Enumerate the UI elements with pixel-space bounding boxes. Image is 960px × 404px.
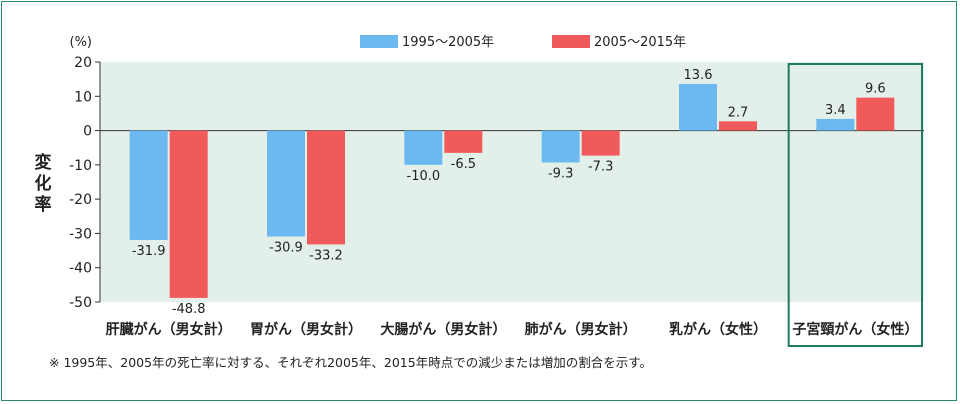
- data-label: -7.3: [588, 160, 613, 175]
- plot-area: [100, 62, 924, 302]
- y-tick-label: 20: [74, 55, 92, 71]
- footnote: ※ 1995年、2005年の死亡率に対する、それぞれ2005年、2015年時点で…: [49, 355, 652, 370]
- bar: [444, 130, 483, 153]
- category-label: 肝臓がん（男女計）: [106, 321, 232, 338]
- data-label: -31.9: [132, 244, 166, 259]
- data-label: -10.0: [407, 169, 441, 184]
- bar: [679, 83, 717, 131]
- data-label: 2.7: [728, 105, 749, 120]
- data-label: -48.8: [172, 302, 206, 317]
- legend-swatch: [360, 35, 398, 48]
- category-label: 乳がん（女性）: [669, 321, 767, 338]
- data-label: -33.2: [309, 248, 343, 263]
- category-label: 胃がん（男女計）: [250, 321, 362, 338]
- data-label: -6.5: [451, 157, 476, 172]
- highlight-box: [787, 63, 924, 347]
- bar: [267, 130, 305, 237]
- legend-swatch: [552, 35, 590, 48]
- y-tick-label: -30: [69, 226, 92, 242]
- legend-label: 2005～2015年: [594, 35, 686, 50]
- y-tick-label: -10: [69, 158, 92, 174]
- legend-label: 1995～2005年: [402, 35, 494, 50]
- y-tick-label: -50: [69, 295, 92, 311]
- bar: [856, 97, 895, 131]
- data-label: 9.6: [865, 82, 886, 97]
- y-tick-label: 10: [74, 89, 92, 105]
- category-label: 肺がん（男女計）: [525, 321, 637, 338]
- data-label: -30.9: [269, 241, 303, 256]
- bar: [404, 130, 443, 165]
- bar: [129, 130, 168, 240]
- data-label: 3.4: [825, 103, 846, 118]
- bar: [719, 121, 757, 131]
- bar: [169, 130, 208, 298]
- bar: [307, 130, 345, 245]
- category-label: 大腸がん（男女計）: [380, 321, 506, 338]
- y-tick-label: 0: [83, 124, 92, 140]
- bar: [581, 130, 620, 156]
- bar: [816, 118, 855, 131]
- data-label: -9.3: [548, 166, 573, 181]
- y-tick-label: -20: [69, 192, 92, 208]
- y-tick-label: -40: [69, 261, 92, 277]
- y-axis-label-char: 変: [35, 152, 52, 173]
- bar: [541, 130, 580, 163]
- category-label: 子宮頸がん（女性）: [792, 321, 918, 338]
- data-label: 13.6: [684, 68, 713, 83]
- y-unit-label: (%): [70, 35, 93, 50]
- y-axis-label-char: 化: [35, 173, 52, 194]
- y-axis-label-char: 率: [35, 194, 52, 215]
